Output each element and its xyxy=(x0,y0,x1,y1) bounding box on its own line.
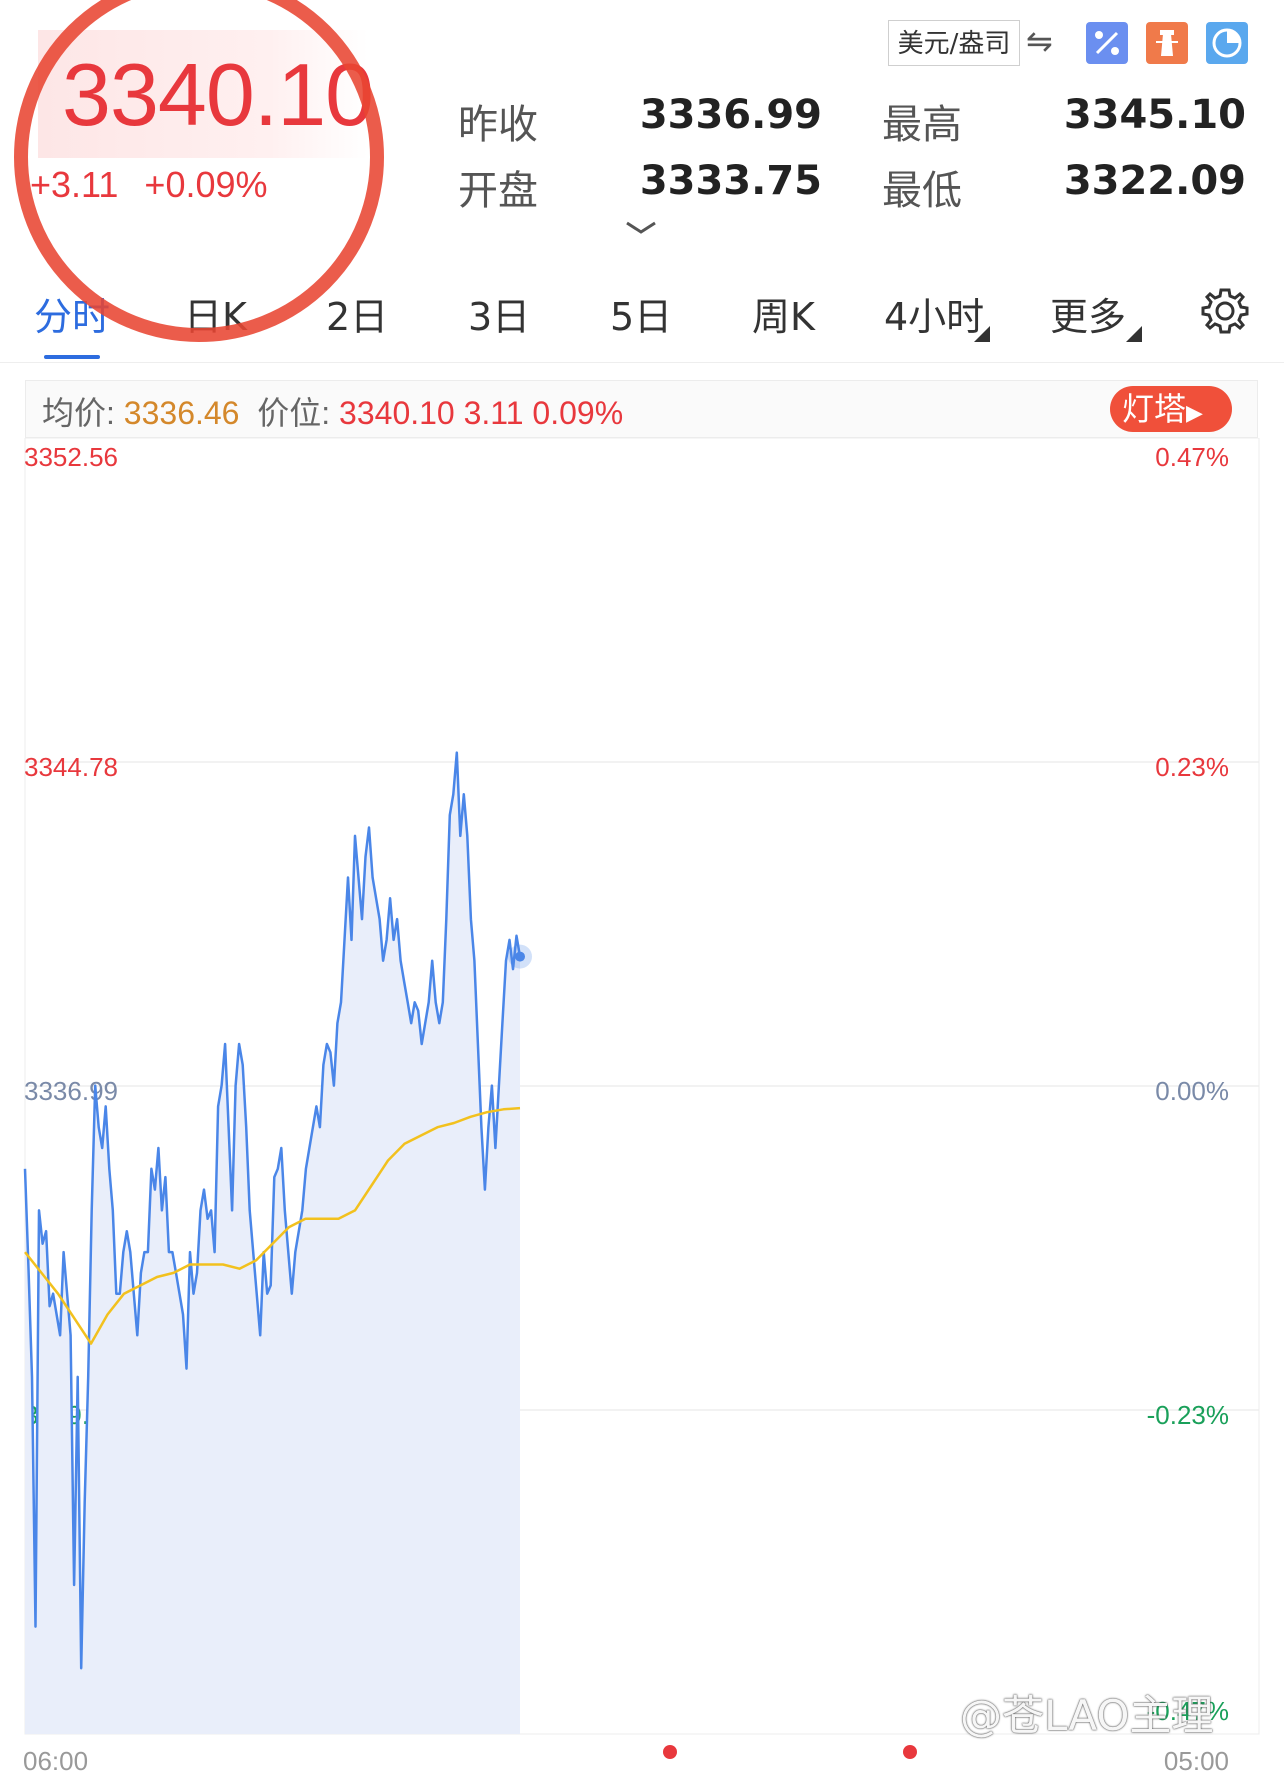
expand-chevron-icon[interactable] xyxy=(625,220,657,236)
current-point-marker xyxy=(515,951,525,962)
stat-label-low: 最低 xyxy=(882,168,962,214)
position-label: 价位: xyxy=(257,395,331,431)
stat-label-open: 开盘 xyxy=(458,168,538,214)
lighthouse-badge-button[interactable]: 灯塔▶ xyxy=(1110,386,1232,432)
tab-daily-k[interactable]: 日K xyxy=(184,295,247,339)
intraday-chart[interactable]: 3352.560.47%3344.780.23%3336.990.00%3329… xyxy=(0,438,1284,1780)
position-price: 3340.10 xyxy=(339,395,455,431)
active-tab-indicator xyxy=(44,355,100,359)
tab-3-day[interactable]: 3日 xyxy=(468,295,531,339)
chart-info-bar xyxy=(25,380,1258,438)
position-percent: 0.09% xyxy=(532,395,624,431)
y-tick-label: 3352.56 xyxy=(24,442,118,472)
pct-tick-label: -0.47% xyxy=(1147,1696,1229,1726)
swap-arrows-icon[interactable]: ⇋ xyxy=(1026,22,1053,60)
chart-info-text: 均价: 3336.46 价位: 3340.10 3.11 0.09% xyxy=(42,388,623,434)
pct-tick-label: 0.00% xyxy=(1155,1076,1229,1106)
price-change: +3.11 +0.09% xyxy=(30,164,294,206)
lighthouse-badge-label: 灯塔 xyxy=(1122,390,1187,428)
pct-tick-label: 0.47% xyxy=(1155,442,1229,472)
dropdown-corner-icon xyxy=(974,326,990,342)
dropdown-corner-icon xyxy=(1126,326,1142,342)
y-tick-label: 3344.78 xyxy=(24,752,118,782)
event-dot xyxy=(663,1745,677,1759)
change-percent: +0.09% xyxy=(144,164,268,205)
pct-tick-label: 0.23% xyxy=(1155,752,1229,782)
tabs-divider xyxy=(0,362,1284,363)
x-start-label: 06:00 xyxy=(23,1746,88,1776)
pct-tick-label: -0.23% xyxy=(1147,1400,1229,1430)
avg-price-label: 均价: xyxy=(42,395,115,431)
stat-label-prev-close: 昨收 xyxy=(458,102,538,148)
play-triangle-icon: ▶ xyxy=(1186,401,1203,426)
stat-value-low: 3322.09 xyxy=(1063,158,1246,204)
watermark: @苍LAO主理 xyxy=(960,1691,1214,1740)
position-change: 3.11 xyxy=(463,395,524,431)
stat-label-high: 最高 xyxy=(882,102,962,148)
lighthouse-icon[interactable] xyxy=(1146,22,1188,64)
tab-4-hour[interactable]: 4小时 xyxy=(884,295,985,339)
tab-2-day[interactable]: 2日 xyxy=(326,295,389,339)
stat-value-high: 3345.10 xyxy=(1063,92,1246,138)
stat-value-prev-close: 3336.99 xyxy=(639,92,822,138)
change-value: +3.11 xyxy=(30,164,119,205)
current-price: 3340.10 xyxy=(62,45,374,144)
percent-icon[interactable] xyxy=(1086,22,1128,64)
event-dot xyxy=(903,1745,917,1759)
currency-unit-button[interactable]: 美元/盎司 xyxy=(888,20,1020,66)
pie-chart-icon[interactable] xyxy=(1206,22,1248,64)
tab-5-day[interactable]: 5日 xyxy=(610,295,673,339)
tab-more[interactable]: 更多 xyxy=(1050,295,1127,339)
avg-price-line xyxy=(24,1106,521,1345)
price-line xyxy=(23,751,522,1670)
avg-price-value: 3336.46 xyxy=(123,395,240,431)
tab-weekly-k[interactable]: 周K xyxy=(752,295,815,339)
settings-gear-icon[interactable] xyxy=(1200,286,1250,336)
y-tick-label: 3336.99 xyxy=(24,1076,118,1106)
x-end-label: 05:00 xyxy=(1164,1746,1229,1776)
price-highlight-bg xyxy=(38,30,368,158)
stat-value-open: 3333.75 xyxy=(639,158,822,204)
tab-intraday[interactable]: 分时 xyxy=(34,295,111,339)
